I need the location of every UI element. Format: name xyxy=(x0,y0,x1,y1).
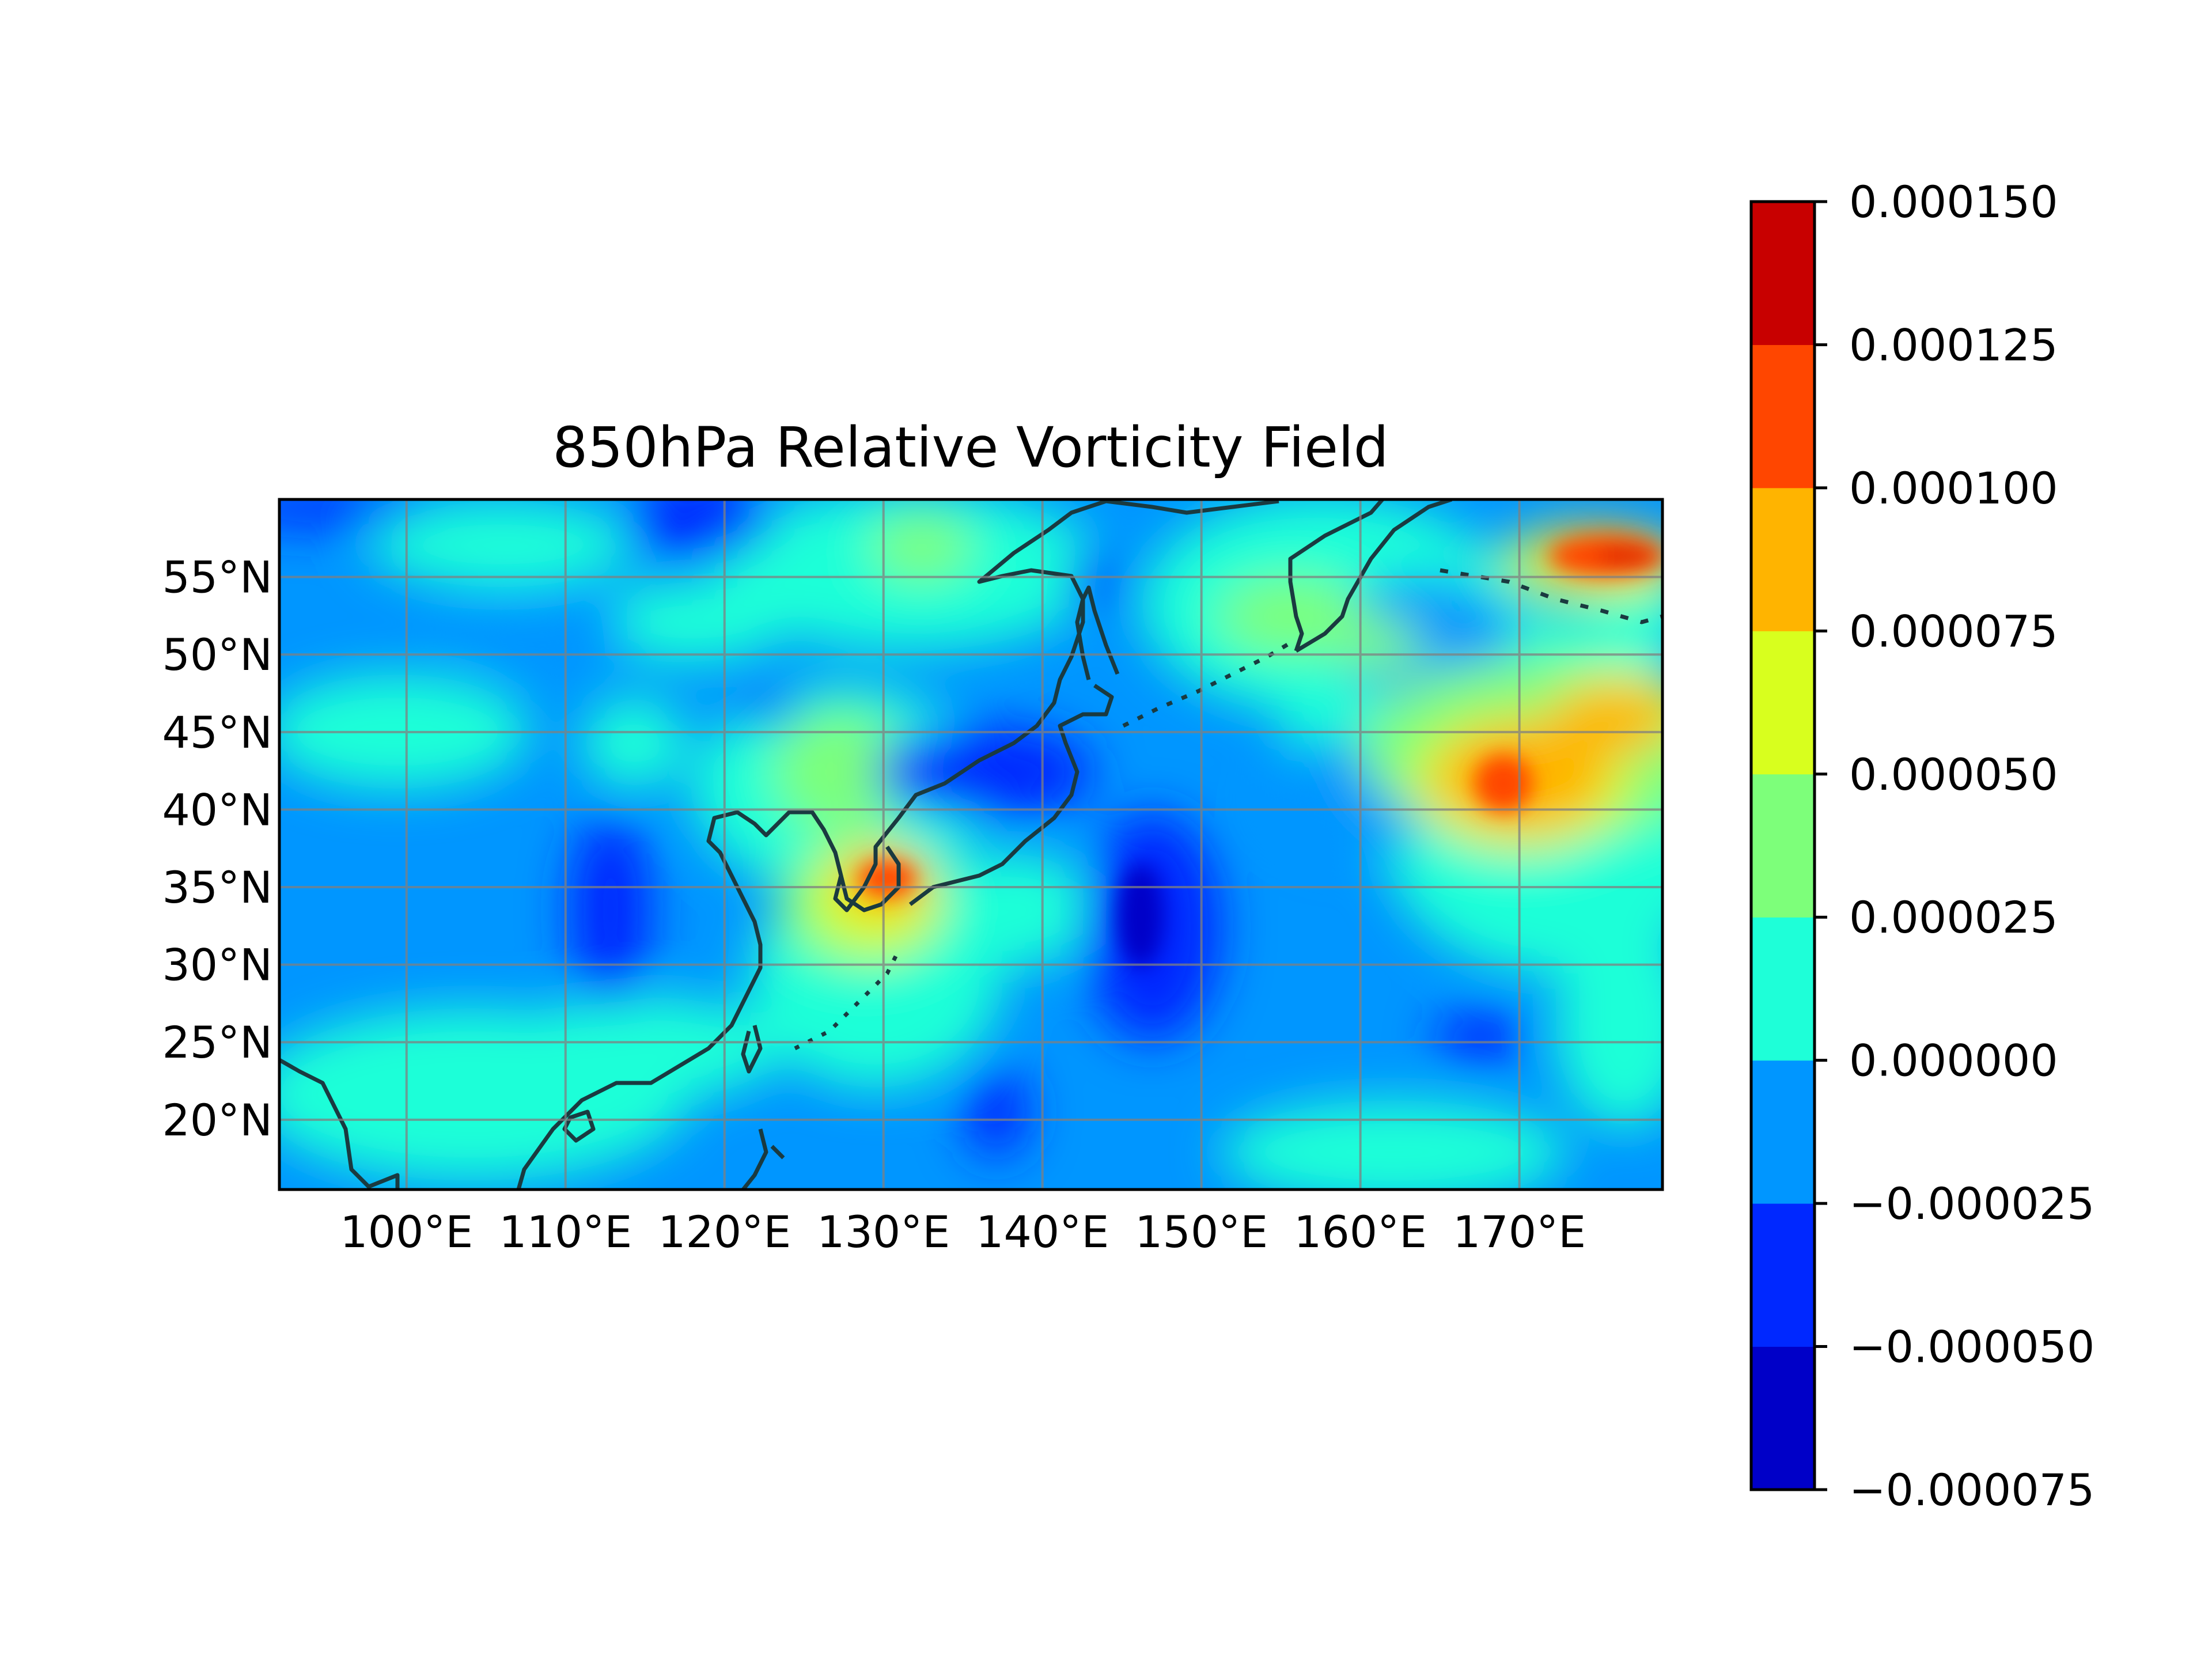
colorbar-label-4: 0.000025 xyxy=(1849,892,2058,943)
darkblue-core-philippine-sea xyxy=(1118,864,1164,968)
colorbar-segment-7 xyxy=(1751,344,1815,488)
orange-region-east-pacific xyxy=(1550,685,1662,755)
coastline-taiwan xyxy=(741,1025,763,1074)
coastline-japan xyxy=(908,684,1114,906)
x-axis-ticks: 100°E 110°E 120°E 130°E 140°E 150°E 160°E 170°E xyxy=(340,1206,1586,1257)
y-axis-ticks: 20°N 25°N 30°N 35°N 40°N 45°N 50°N 55°N xyxy=(162,552,272,1146)
colorbar-label-8: 0.000125 xyxy=(1849,319,2058,370)
colorbar-segment-8 xyxy=(1751,202,1815,345)
colorbar-label-3: 0.000000 xyxy=(1849,1035,2058,1086)
negative-region-mongolia xyxy=(732,694,801,723)
colorbar-segment-1 xyxy=(1751,1203,1815,1347)
colorbar-segment-0 xyxy=(1751,1346,1815,1490)
x-tick-label-0: 100°E xyxy=(340,1206,473,1257)
coastline-philippines xyxy=(741,1128,785,1190)
cyan-region-west-mid xyxy=(582,697,685,789)
y-tick-label-6: 50°N xyxy=(162,629,272,680)
colorbar-label-0: −0.000075 xyxy=(1849,1464,2094,1516)
y-tick-label-2: 30°N xyxy=(162,940,272,991)
x-tick-label-7: 170°E xyxy=(1453,1206,1586,1257)
y-tick-label-0: 20°N xyxy=(162,1094,272,1146)
field-blobs xyxy=(279,499,1662,1190)
colorbar-segment-5 xyxy=(1751,631,1815,775)
negative-region-southeast xyxy=(1434,1011,1527,1063)
x-tick-label-3: 130°E xyxy=(817,1206,950,1257)
colorbar-label-6: 0.000075 xyxy=(1849,605,2058,657)
red-core-pacific xyxy=(1475,755,1532,812)
y-tick-label-5: 45°N xyxy=(162,707,272,758)
green-region-okhotsk xyxy=(1215,576,1365,657)
plot-frame xyxy=(278,498,1664,1191)
coastline-aleutian xyxy=(1440,568,1662,624)
colorbar-segment-2 xyxy=(1751,1060,1815,1204)
cyan-region-pacific-southeast xyxy=(1555,922,1662,1129)
negative-region-south xyxy=(965,1066,1028,1158)
x-tick-label-6: 160°E xyxy=(1294,1206,1427,1257)
colorbar-label-2: −0.000025 xyxy=(1849,1178,2094,1229)
cyan-region-south-china xyxy=(507,997,783,1100)
y-tick-label-1: 25°N xyxy=(162,1017,272,1068)
y-tick-label-3: 35°N xyxy=(162,862,272,913)
colorbar-label-9: 0.000150 xyxy=(1849,176,2058,228)
colorbar-segment-4 xyxy=(1751,774,1815,918)
negative-region-north-edge xyxy=(622,499,772,559)
y-tick-label-4: 40°N xyxy=(162,784,272,835)
gridlines xyxy=(279,499,1662,1190)
x-tick-label-1: 110°E xyxy=(499,1206,632,1257)
chart-title: 850hPa Relative Vorticity Field xyxy=(552,415,1388,480)
colorbar-segment-3 xyxy=(1751,917,1815,1061)
green-region-north xyxy=(870,513,974,582)
x-tick-label-4: 140°E xyxy=(976,1206,1109,1257)
cyan-region-pacific-south xyxy=(1221,1100,1567,1190)
x-tick-label-5: 150°E xyxy=(1135,1206,1268,1257)
colorbar-label-7: 0.000100 xyxy=(1849,463,2058,514)
y-tick-label-7: 55°N xyxy=(162,552,272,603)
cyan-region-north-west xyxy=(369,501,634,588)
colorbar-label-5: 0.000050 xyxy=(1849,749,2058,800)
colorbar-frame xyxy=(1749,200,1816,1491)
negative-region-central-china xyxy=(570,812,651,1008)
negative-region-northwest-edge xyxy=(279,499,426,527)
negative-region-japan-sea xyxy=(876,726,1094,818)
darkred-core-aleutian xyxy=(1596,550,1653,562)
x-tick-label-2: 120°E xyxy=(658,1206,791,1257)
field-cores xyxy=(858,536,1662,968)
blue-region-inner-mongolia xyxy=(444,588,628,668)
coastline-sakhalin xyxy=(1075,585,1120,680)
coastline-korea xyxy=(839,846,901,912)
colorbar-segment-6 xyxy=(1751,487,1815,631)
colorbar: −0.000075 −0.000050 −0.000025 0.000000 0.000… xyxy=(1751,176,2094,1516)
cyan-region-mongolia xyxy=(593,582,789,662)
green-region-kuril xyxy=(1331,619,1423,671)
vorticity-field xyxy=(279,499,1662,1190)
colorbar-label-1: −0.000050 xyxy=(1849,1321,2094,1373)
green-region-korea xyxy=(772,709,910,835)
